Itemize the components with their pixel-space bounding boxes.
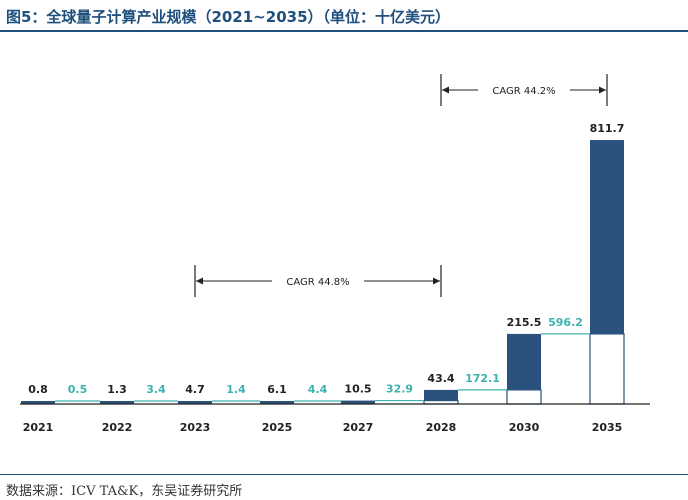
bar-2021 [21, 401, 55, 404]
cagr-label-1: CAGR 44.2% [492, 86, 555, 97]
bar-value-label-2022: 1.3 [107, 383, 127, 396]
x-tick-2023: 2023 [180, 421, 211, 434]
growth-bar-chart: 0.8 1.3 4.7 6.1 10.5 43.4 215.5 811.7 0.5 3.4 1.4… [20, 74, 650, 434]
increment-label-2022: 0.5 [68, 383, 88, 396]
bar-2028 [424, 389, 458, 401]
bar-base-2030 [506, 389, 542, 405]
cagr-left-arrowhead-1 [442, 86, 449, 94]
increment-label-2035: 596.2 [548, 316, 583, 329]
figure-title: 图5：全球量子计算产业规模（2021~2035）（单位：十亿美元） [6, 8, 451, 26]
x-tick-2035: 2035 [592, 421, 623, 434]
bar-value-label-2030: 215.5 [507, 316, 542, 329]
x-tick-2021: 2021 [23, 421, 54, 434]
bar-2030 [507, 333, 541, 390]
bar-2025 [260, 401, 294, 404]
bar-base-2035 [589, 333, 625, 405]
increment-label-2028: 32.9 [386, 383, 413, 396]
bar-value-label-2028: 43.4 [427, 372, 454, 385]
x-tick-2025: 2025 [262, 421, 293, 434]
bar-value-label-2021: 0.8 [28, 383, 48, 396]
bar-value-label-2025: 6.1 [267, 383, 287, 396]
bottom-rule [0, 474, 688, 475]
bar-2027 [341, 400, 375, 404]
increment-label-2030: 172.1 [465, 372, 500, 385]
bar-value-label-2027: 10.5 [344, 383, 371, 396]
increment-label-2025: 1.4 [226, 383, 246, 396]
cagr-right-arrowhead-1 [599, 86, 606, 94]
bar-value-label-2035: 811.7 [590, 122, 625, 135]
cagr-left-arrowhead-0 [196, 277, 203, 285]
bar-2022 [100, 401, 134, 404]
increment-label-2027: 4.4 [308, 383, 328, 396]
cagr-label-0: CAGR 44.8% [286, 277, 349, 288]
x-tick-2022: 2022 [102, 421, 133, 434]
bar-value-label-2023: 4.7 [185, 383, 205, 396]
source-note: 数据来源：ICV TA&K，东吴证券研究所 [6, 484, 243, 499]
increment-label-2023: 3.4 [146, 383, 166, 396]
cagr-right-arrowhead-0 [433, 277, 440, 285]
x-tick-2028: 2028 [426, 421, 457, 434]
x-tick-2027: 2027 [343, 421, 374, 434]
top-rule [0, 30, 688, 32]
bar-2023 [178, 401, 212, 404]
x-tick-2030: 2030 [509, 421, 540, 434]
bar-2035 [590, 140, 624, 334]
